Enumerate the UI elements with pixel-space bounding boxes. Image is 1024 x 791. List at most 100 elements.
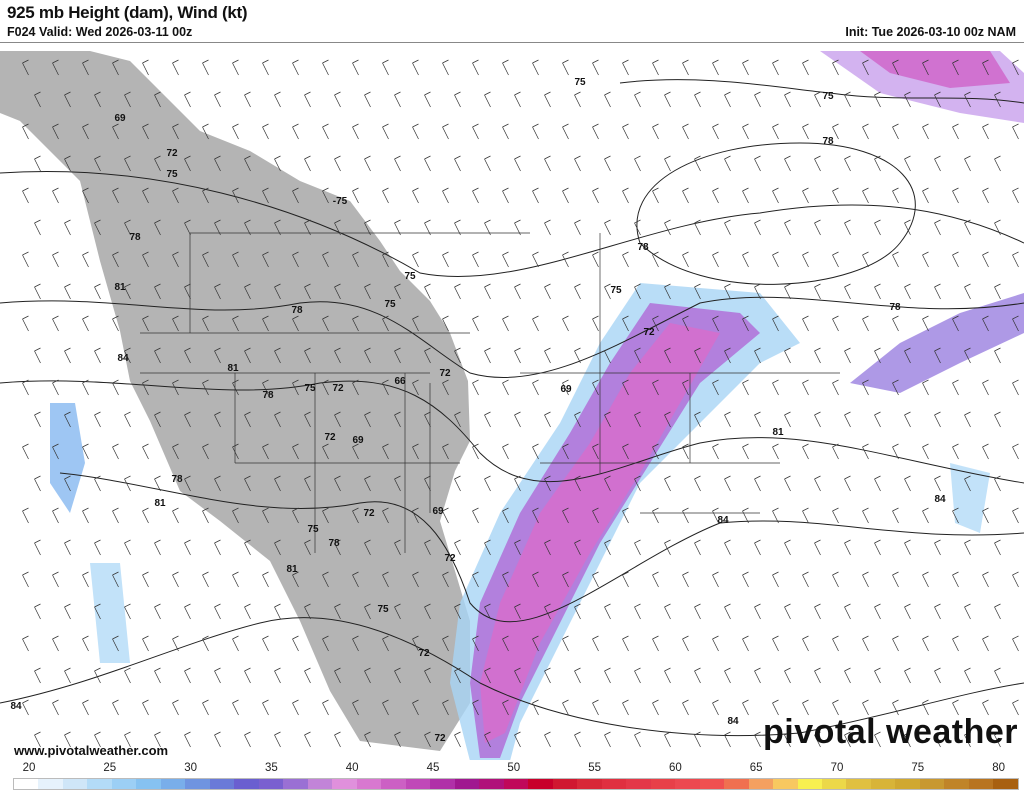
wind-barb xyxy=(982,507,989,524)
wind-barb xyxy=(1012,635,1019,652)
wind-barb xyxy=(574,155,581,172)
wind-barb xyxy=(382,123,389,140)
wind-barb xyxy=(862,251,869,268)
wind-barb xyxy=(622,571,629,588)
colorbar-strip xyxy=(13,778,1019,790)
wind-barb xyxy=(772,571,779,588)
contour-label: 72 xyxy=(444,553,456,564)
wind-barb xyxy=(22,443,29,460)
wind-barb xyxy=(274,731,281,748)
wind-barb xyxy=(322,379,329,396)
wind-barb xyxy=(244,347,251,364)
wind-barb xyxy=(424,475,431,492)
wind-barb xyxy=(112,635,119,652)
wind-barb xyxy=(694,539,701,556)
wind-barb xyxy=(22,635,29,652)
wind-barb xyxy=(514,475,521,492)
wind-barb xyxy=(664,603,671,620)
wind-barb xyxy=(154,91,161,108)
wind-barb xyxy=(364,475,371,492)
wind-barb xyxy=(574,539,581,556)
wind-barb xyxy=(454,219,461,236)
wind-barb xyxy=(94,411,101,428)
contour-label: 84 xyxy=(934,494,946,505)
wind-barb xyxy=(502,507,509,524)
wind-barb xyxy=(274,219,281,236)
wind-barb xyxy=(724,475,731,492)
colorbar-tick-label: 45 xyxy=(426,762,440,774)
wind-barb xyxy=(634,411,641,428)
wind-barb xyxy=(232,123,239,140)
wind-barb xyxy=(202,59,209,76)
wind-barb xyxy=(964,219,971,236)
wind-barb xyxy=(814,155,821,172)
wind-barb xyxy=(412,443,419,460)
colorbar-bin xyxy=(356,779,382,789)
wind-barb xyxy=(814,411,821,428)
wind-barb xyxy=(682,571,689,588)
wind-barb xyxy=(772,699,779,716)
wind-barb xyxy=(724,347,731,364)
wind-barb xyxy=(802,379,809,396)
wind-barb xyxy=(922,443,929,460)
contour-labels: 69 72 75 -75 78 81 84 75 75 78 81 78 75 72 66 72 72 69 78 8… xyxy=(10,77,946,744)
colorbar: 20 25 30 35 40 45 50 55 60 65 70 75 80 xyxy=(0,760,1024,791)
wind-barb xyxy=(622,635,629,652)
wind-barb xyxy=(262,251,269,268)
wind-barb xyxy=(982,251,989,268)
wind-barb xyxy=(952,571,959,588)
wind-barb xyxy=(202,443,209,460)
wind-barb xyxy=(244,603,251,620)
wind-barb xyxy=(214,603,221,620)
wind-barb xyxy=(814,603,821,620)
colorbar-tick-label: 35 xyxy=(264,762,278,774)
wind-barb xyxy=(154,475,161,492)
wind-barb xyxy=(262,635,269,652)
wind-barb xyxy=(484,731,491,748)
wind-barb xyxy=(52,699,59,716)
wind-barb xyxy=(154,731,161,748)
wind-barb xyxy=(832,443,839,460)
wind-barb xyxy=(382,571,389,588)
wind-barb xyxy=(52,187,59,204)
wind-barb xyxy=(604,539,611,556)
wind-barb xyxy=(874,91,881,108)
wind-barb xyxy=(202,507,209,524)
colorbar-bin xyxy=(944,779,969,789)
wind-barb xyxy=(724,219,731,236)
wind-barb xyxy=(382,699,389,716)
wind-barb xyxy=(262,187,269,204)
contour-label: 69 xyxy=(432,506,444,517)
wind-barb xyxy=(802,699,809,716)
wind-barb xyxy=(304,347,311,364)
colorbar-bin xyxy=(209,779,235,789)
wind-barb xyxy=(532,379,539,396)
wind-barb xyxy=(922,187,929,204)
wind-barb xyxy=(52,251,59,268)
wind-barb xyxy=(784,347,791,364)
wind-barb xyxy=(64,539,71,556)
wind-barb xyxy=(334,603,341,620)
wind-barb xyxy=(94,155,101,172)
wind-barb xyxy=(394,155,401,172)
wind-barb xyxy=(184,475,191,492)
wind-barb xyxy=(622,699,629,716)
wind-barb xyxy=(784,283,791,300)
weather-map[interactable]: 69 72 75 -75 78 81 84 75 75 78 81 78 75 72 66 72 72 69 78 8… xyxy=(0,42,1024,761)
wind-barb xyxy=(382,251,389,268)
wind-barb xyxy=(52,379,59,396)
wind-barb xyxy=(172,635,179,652)
wind-barb xyxy=(604,219,611,236)
wind-barb xyxy=(802,123,809,140)
contour-label: 78 xyxy=(291,305,303,316)
website-url[interactable]: www.pivotalweather.com xyxy=(14,743,169,758)
wind-barb xyxy=(202,251,209,268)
wind-barb xyxy=(124,475,131,492)
wind-barb xyxy=(622,443,629,460)
wind-barb xyxy=(682,315,689,332)
state-borders xyxy=(140,232,840,553)
wind-barb xyxy=(844,347,851,364)
wind-barb xyxy=(124,667,131,684)
wind-barb xyxy=(964,91,971,108)
wind-barb xyxy=(442,123,449,140)
